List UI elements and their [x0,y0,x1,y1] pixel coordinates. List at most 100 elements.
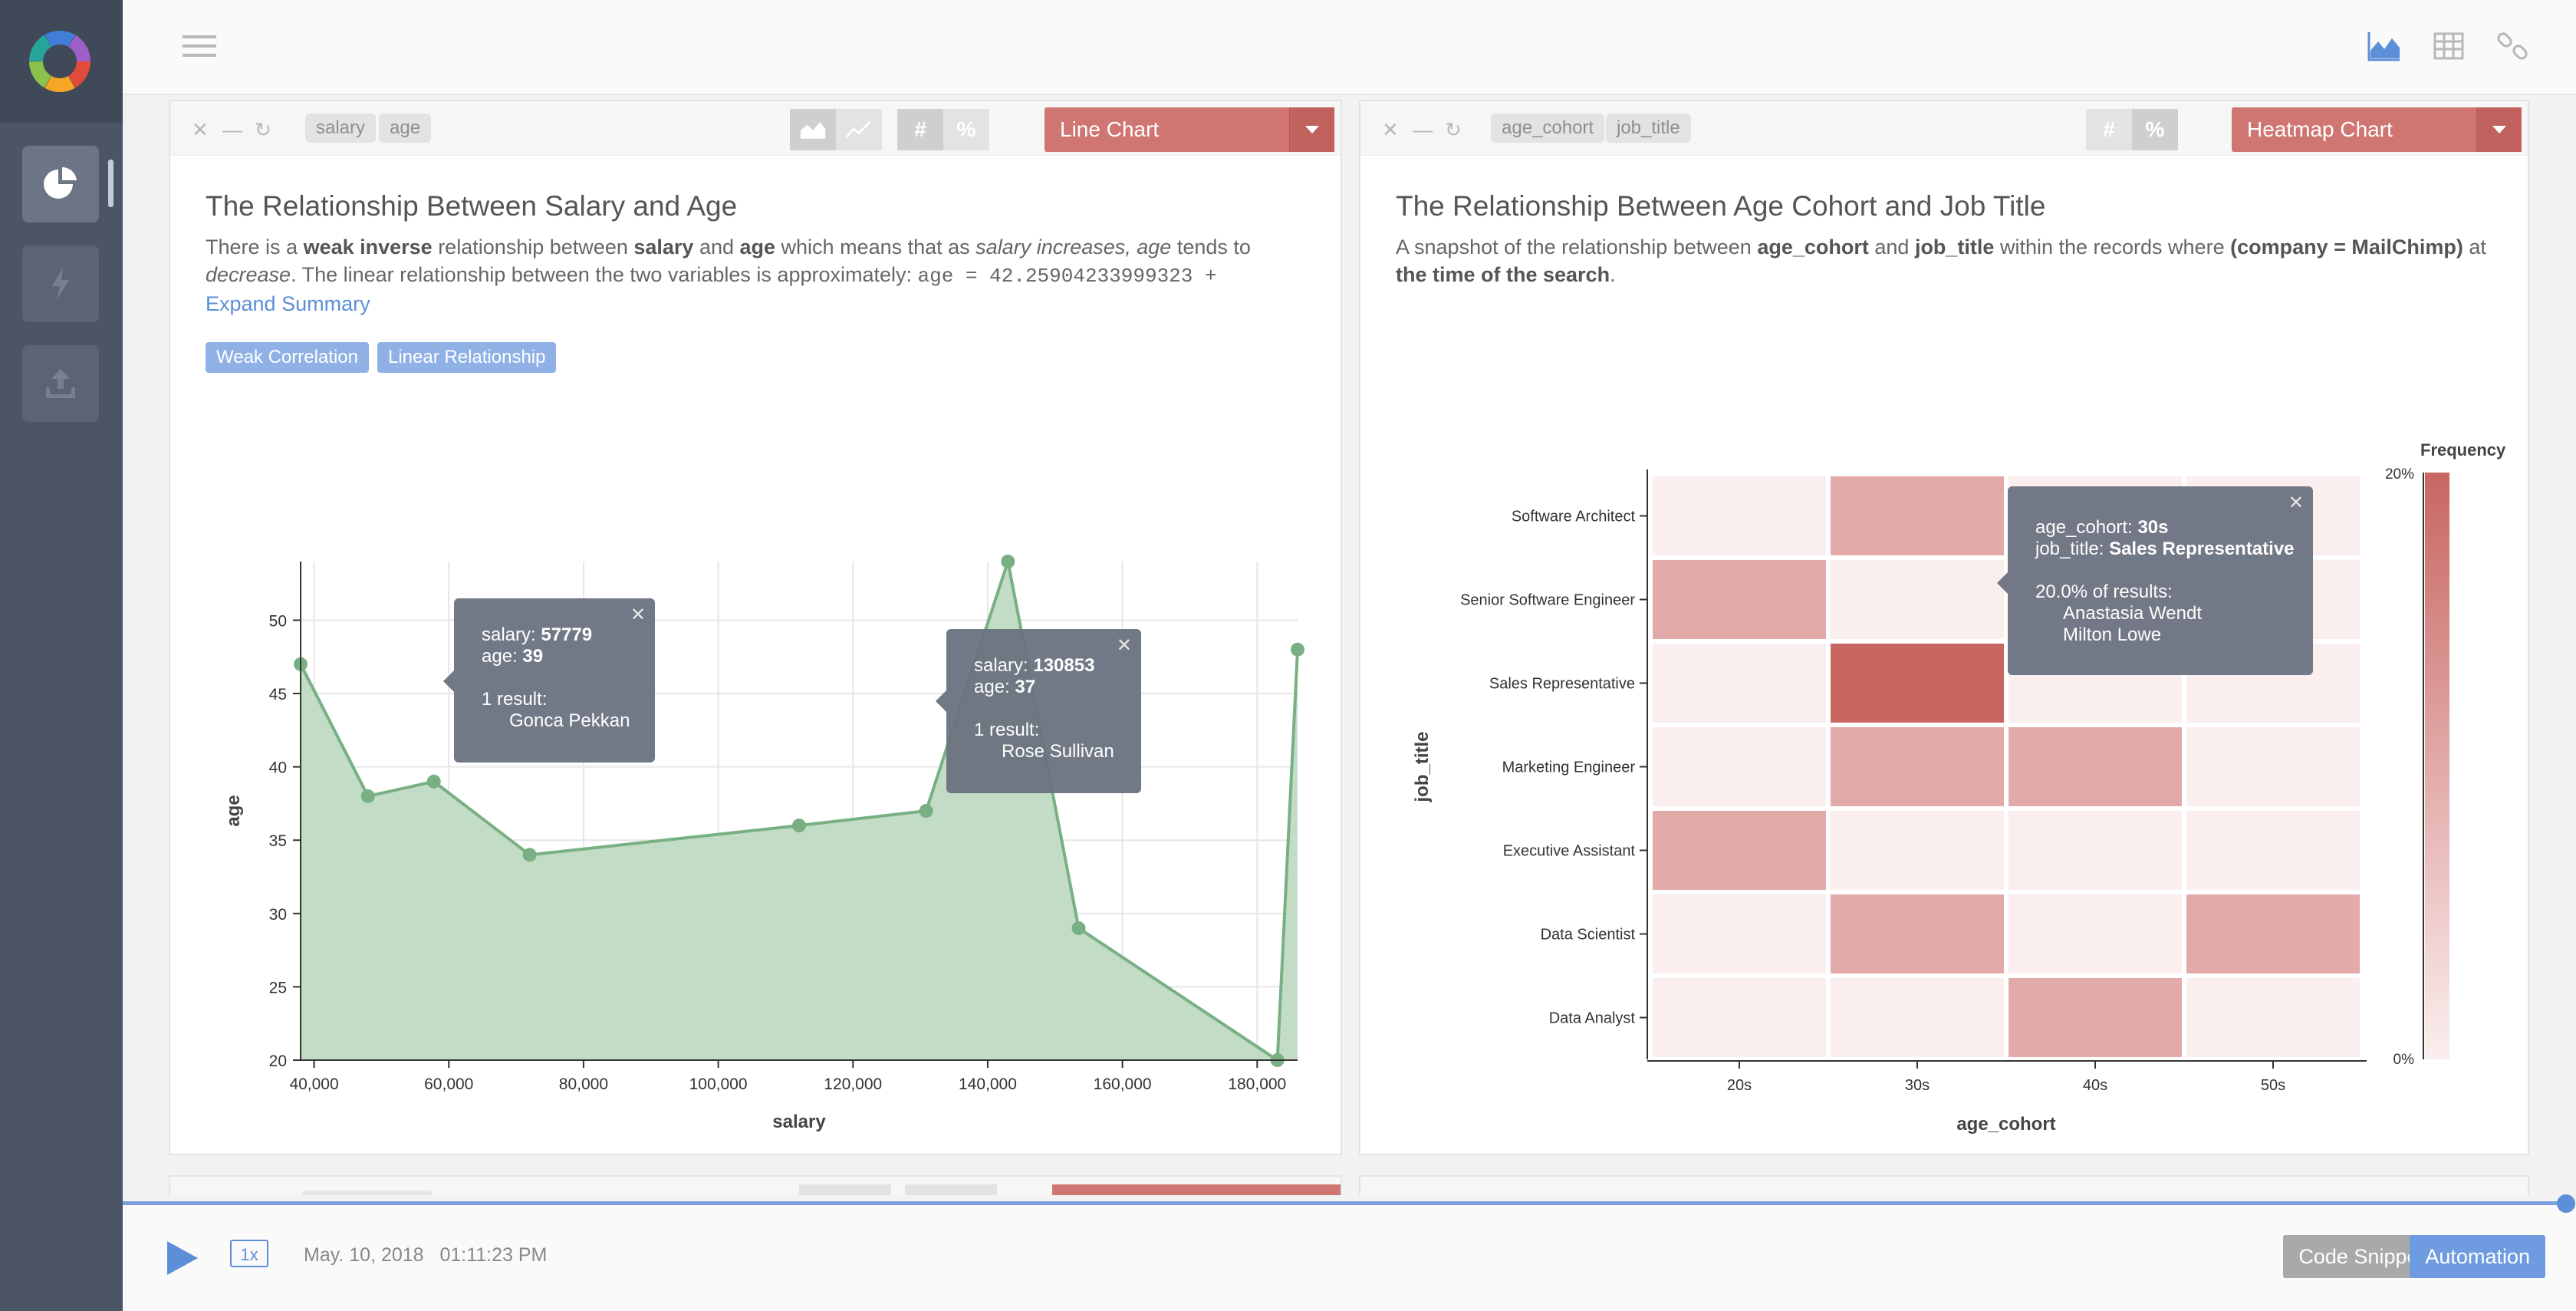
x-axis-label: age_cohort [1956,1114,2055,1135]
logo-area [0,0,123,123]
x-tick-label: 100,000 [689,1075,748,1093]
count-percent-toggle: # % [2086,109,2178,150]
data-point [1291,642,1304,657]
timeline-handle[interactable] [2557,1194,2575,1213]
tooltip-heatmap-cell: ✕ age_cohort: 30s job_title: Sales Repre… [1997,486,2313,675]
y-tick-label: 40 [269,759,287,777]
data-point [1071,921,1086,935]
hamburger-menu-icon[interactable] [183,34,216,58]
heatmap-cell [1653,727,1826,806]
panel-header: ✕ — ↻ salary age # % Line Chart [170,101,1341,156]
chart-summary: A snapshot of the relationship between a… [1396,236,2486,286]
playback-speed[interactable]: 1x [230,1240,268,1267]
chart-type-dropdown[interactable]: Heatmap Chart [2232,107,2522,152]
variable-chip-age-cohort[interactable]: age_cohort [1491,114,1605,143]
right-chart-panel: ✕ — ↻ age_cohort job_title # % Heatmap C… [1359,100,2529,1155]
chart-type-dropdown[interactable]: Line Chart [1045,107,1334,152]
heatmap-cell [1653,894,1826,973]
y-tick-label: Software Architect [1512,509,1636,525]
close-icon[interactable]: ✕ [192,118,209,141]
x-tick-label: 40s [2083,1077,2107,1094]
y-axis-label: age [223,795,244,826]
y-tick-label: Data Analyst [1549,1010,1636,1027]
tooltip-arrow [1997,572,2008,594]
x-tick-label: 40,000 [289,1075,338,1093]
tooltip-point-2: ✕ salary: 130853 age: 37 1 result: Rose … [936,629,1141,793]
heatmap-cell [1653,811,1826,890]
tooltip-arrow [443,670,454,692]
heatmap-cell [1831,644,2004,723]
data-point [792,819,806,833]
heatmap-cell [1653,978,1826,1057]
data-point [919,804,933,818]
expand-summary-link[interactable]: Expand Summary [206,292,370,315]
sidebar-item-charts[interactable] [22,146,99,222]
tooltip-point-1: ✕ salary: 57779 age: 39 1 result: Gonca … [443,598,655,763]
heatmap-cell [2008,978,2182,1057]
legend-min-label: 0% [2393,1052,2415,1068]
data-point [426,774,441,789]
percent-button[interactable]: % [943,109,989,150]
top-bar [123,0,2576,95]
heatmap-cell [1653,560,1826,639]
minimize-icon[interactable]: — [1413,118,1433,141]
chevron-down-icon[interactable] [2476,107,2522,152]
heatmap-cell [2008,811,2182,890]
badge-linear-relationship[interactable]: Linear Relationship [377,342,557,373]
x-tick-label: 20s [1727,1077,1752,1094]
refresh-icon[interactable]: ↻ [255,118,271,141]
x-tick-label: 140,000 [959,1075,1017,1093]
variable-chip-salary[interactable]: salary [305,114,377,143]
area-chart-icon [800,122,826,139]
timeline-track[interactable] [123,1201,2566,1205]
active-indicator [108,160,114,207]
count-percent-toggle: # % [897,109,989,150]
variable-chip-age[interactable]: age [379,114,432,143]
chart-type-label: Heatmap Chart [2247,117,2393,141]
playback-datetime: May. 10, 2018 01:11:23 PM [304,1244,548,1266]
heatmap-cell [1831,811,2004,890]
sidebar-item-upload[interactable] [22,345,99,422]
next-panel-header [169,1175,1342,1195]
automation-button[interactable]: Automation [2410,1235,2545,1278]
y-tick-label: 35 [269,832,287,850]
area-chart-icon[interactable] [2367,31,2401,61]
playback-bar: 1x May. 10, 2018 01:11:23 PM Code Snippe… [123,1201,2576,1311]
play-icon[interactable] [167,1241,198,1275]
badge-weak-correlation[interactable]: Weak Correlation [206,342,369,373]
close-icon[interactable]: ✕ [630,604,646,625]
chart-title: The Relationship Between Salary and Age [206,190,738,222]
y-tick-label: 20 [269,1052,287,1070]
close-icon[interactable]: ✕ [1382,118,1399,141]
left-chart-panel: ✕ — ↻ salary age # % Line Chart The Rela… [169,100,1342,1155]
x-tick-label: 80,000 [559,1075,608,1093]
chart-style-toggle [790,109,882,150]
count-button[interactable]: # [897,109,943,150]
x-axis-label: salary [772,1112,826,1132]
heatmap-cell [1831,476,2004,555]
x-tick-label: 60,000 [424,1075,473,1093]
legend-title: Frequency [2420,440,2506,460]
line-chart-icon [845,121,871,138]
refresh-icon[interactable]: ↻ [1445,118,1462,141]
x-tick-label: 160,000 [1094,1075,1152,1093]
sidebar-item-insights[interactable] [22,245,99,322]
heatmap-cell [1831,727,2004,806]
chevron-down-icon[interactable] [1289,107,1334,152]
y-tick-label: 45 [269,686,287,703]
count-button[interactable]: # [2086,109,2132,150]
link-icon[interactable] [2496,31,2530,61]
heatmap-cell [2186,978,2360,1057]
line-style-button[interactable] [836,109,882,150]
area-style-button[interactable] [790,109,836,150]
area-fill [301,562,1298,1060]
app-logo-icon [29,31,90,92]
y-axis-label: job_title [1412,731,1433,802]
variable-chip-job-title[interactable]: job_title [1606,114,1691,143]
table-icon[interactable] [2432,31,2466,61]
percent-button[interactable]: % [2132,109,2178,150]
close-icon[interactable]: ✕ [2288,492,2304,513]
close-icon[interactable]: ✕ [1116,635,1132,656]
minimize-icon[interactable]: — [222,118,242,141]
sidebar [0,0,123,1311]
